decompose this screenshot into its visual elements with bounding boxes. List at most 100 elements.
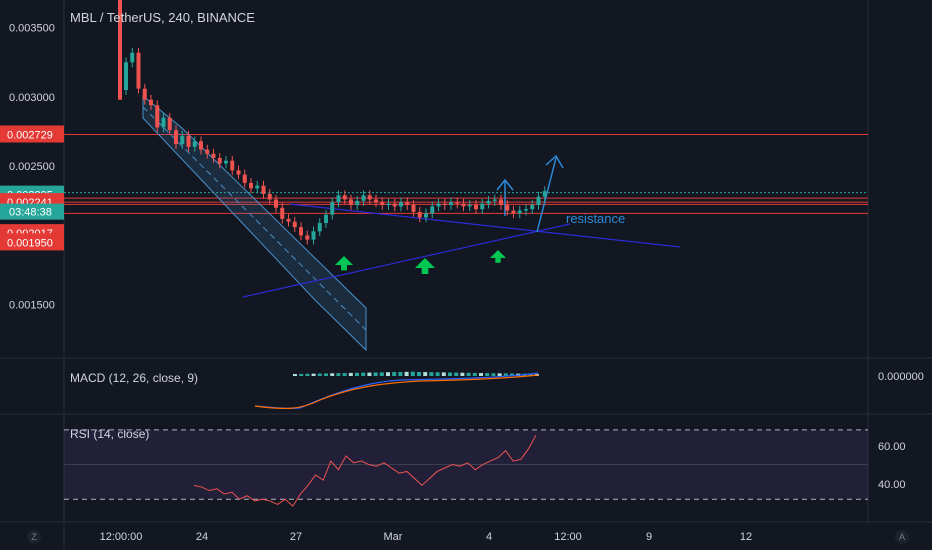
candle xyxy=(324,214,328,224)
macd-histogram-bar xyxy=(311,373,316,376)
rsi-pane: 60.00 40.00 xyxy=(64,429,906,507)
macd-histogram-bar xyxy=(479,373,483,376)
macd-histogram-bar xyxy=(404,371,409,376)
candles xyxy=(118,0,547,245)
macd-histogram-bar xyxy=(324,373,328,376)
candle xyxy=(536,196,541,206)
price-label-box xyxy=(0,233,64,251)
macd-histogram-bar xyxy=(373,372,378,376)
macd-histogram-bar xyxy=(454,372,459,376)
macd-pane: 0.000000 xyxy=(254,371,924,410)
candle xyxy=(336,195,341,203)
price-tick-label: 0.002500 xyxy=(9,161,55,173)
candle xyxy=(230,160,235,171)
macd-histogram-bar xyxy=(386,372,390,376)
macd-histogram-bar xyxy=(417,372,421,376)
candle xyxy=(467,205,472,207)
macd-histogram-bar xyxy=(342,373,347,376)
candle xyxy=(374,199,378,203)
candle xyxy=(399,202,403,207)
candle xyxy=(367,195,372,200)
breakout-arrow-head xyxy=(545,154,564,169)
candle xyxy=(317,223,322,232)
candle xyxy=(342,195,347,200)
candle xyxy=(505,205,510,211)
macd-histogram-bar xyxy=(336,373,341,376)
price-tick-label: 0.003500 xyxy=(9,23,55,35)
timezone-button[interactable]: Z xyxy=(27,530,41,544)
candle xyxy=(461,203,466,207)
time-tick-label: 12:00 xyxy=(554,531,582,543)
candle xyxy=(492,199,497,201)
macd-histogram-bar xyxy=(410,371,415,376)
macd-histogram-bar xyxy=(497,373,502,376)
candle xyxy=(524,209,528,211)
macd-histogram-bar xyxy=(466,372,471,376)
price-tick-label: 0.003000 xyxy=(9,92,55,104)
macd-histogram-bar xyxy=(435,372,440,376)
macd-label[interactable]: MACD (12, 26, close, 9) xyxy=(70,371,199,385)
candle xyxy=(130,52,135,63)
candle xyxy=(511,210,516,214)
candle xyxy=(530,205,535,210)
candle xyxy=(142,88,147,100)
candle xyxy=(361,195,366,201)
candle xyxy=(455,202,460,204)
support-arrow xyxy=(415,258,435,274)
support-arrow xyxy=(490,250,506,263)
macd-histogram-bar xyxy=(379,372,384,376)
candle xyxy=(124,62,128,91)
candle xyxy=(449,202,453,206)
rsi-label[interactable]: RSI (14, close) xyxy=(70,427,150,441)
time-tick-label: 9 xyxy=(646,531,652,543)
candle xyxy=(149,99,153,106)
auto-scale-button[interactable]: A xyxy=(895,530,909,544)
rsi-axis-label: 60.00 xyxy=(878,441,906,453)
macd-histogram-bar xyxy=(367,372,372,376)
candle xyxy=(199,141,203,150)
channel-midline xyxy=(142,106,367,331)
candle xyxy=(330,202,335,215)
candle xyxy=(261,185,266,194)
countdown-label: 03:48:38 xyxy=(9,207,52,219)
macd-histogram-bar xyxy=(503,373,508,376)
candle xyxy=(136,52,141,89)
candle xyxy=(311,231,316,240)
macd-histogram-bar xyxy=(293,374,297,376)
candle xyxy=(292,221,297,228)
macd-histogram-bar xyxy=(448,372,452,376)
candle xyxy=(267,193,272,200)
candle xyxy=(424,213,428,218)
symbol-title[interactable]: MBL / TetherUS, 240, BINANCE xyxy=(70,10,255,25)
time-tick-label: Mar xyxy=(384,531,403,543)
candle xyxy=(442,203,447,206)
candle xyxy=(155,105,160,128)
candle xyxy=(174,130,178,145)
candle xyxy=(411,205,416,212)
support-arrow xyxy=(335,256,353,271)
macd-histogram-bar xyxy=(441,372,446,376)
macd-histogram-bar xyxy=(528,373,533,376)
candle xyxy=(217,157,222,164)
price-label: 0.001950 xyxy=(7,237,53,249)
time-tick-label: 27 xyxy=(290,531,302,543)
candle xyxy=(255,185,260,189)
macd-histogram-bar xyxy=(423,372,428,376)
signal-line xyxy=(254,374,539,410)
candle xyxy=(386,203,391,206)
descending-trendline xyxy=(289,203,681,248)
price-label: 0.002729 xyxy=(7,130,53,142)
macd-histogram-bar xyxy=(460,372,465,376)
candle xyxy=(436,203,441,207)
macd-histogram-bar xyxy=(392,372,397,376)
macd-axis-label: 0.000000 xyxy=(878,371,924,383)
candle xyxy=(242,174,247,183)
candle xyxy=(118,0,122,100)
candle xyxy=(430,206,435,214)
candle xyxy=(480,203,485,210)
macd-histogram-bar xyxy=(472,372,477,376)
time-tick-label: 24 xyxy=(196,531,208,543)
candle xyxy=(205,149,210,154)
candle xyxy=(286,218,291,222)
